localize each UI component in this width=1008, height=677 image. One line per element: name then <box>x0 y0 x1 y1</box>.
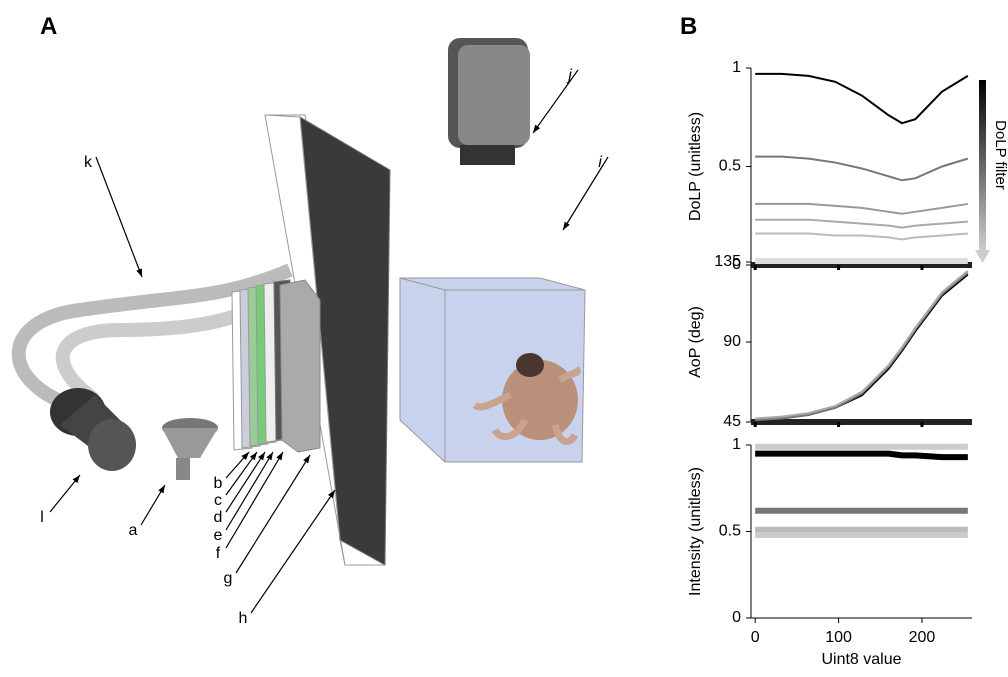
data-line <box>755 274 968 420</box>
data-line <box>755 157 968 181</box>
arrowhead <box>258 452 265 460</box>
arrowhead <box>563 222 570 230</box>
arrowhead <box>266 452 273 460</box>
pointer-arrow <box>226 452 265 512</box>
pointer-arrow <box>236 455 310 573</box>
y-tick-label: 0.5 <box>719 523 741 540</box>
bulb <box>162 418 218 480</box>
filter-label: DoLP filter <box>992 120 1008 190</box>
x-tick-label: 200 <box>909 629 936 646</box>
y-axis-label: AoP (deg) <box>687 306 704 378</box>
part-label: j <box>566 67 572 84</box>
data-line <box>755 454 968 457</box>
part-label: g <box>224 570 233 587</box>
figure: A B a bcdefg h i j k l DoLP filter 0 0.5 1 DoLP (… <box>0 0 1008 672</box>
filter-arrow <box>979 80 986 250</box>
data-line <box>755 204 968 214</box>
y-tick-label: 1 <box>732 59 741 76</box>
data-line <box>755 273 968 421</box>
y-axis-label: DoLP (unitless) <box>687 112 704 221</box>
data-line <box>755 220 968 228</box>
y-tick-label: 1 <box>732 436 741 453</box>
part-label: b <box>214 475 223 492</box>
pointer-arrow <box>96 157 142 277</box>
arrowhead <box>136 268 142 277</box>
y-tick-label: 0 <box>732 609 741 626</box>
y-axis-label: Intensity (unitless) <box>687 467 704 596</box>
part-label: e <box>214 527 223 544</box>
pointer-arrow <box>226 452 283 548</box>
y-tick-label: 0.5 <box>719 158 741 175</box>
pointer-arrow <box>251 490 335 613</box>
arrowhead <box>533 125 540 133</box>
data-line <box>755 233 968 239</box>
light-source <box>50 388 136 471</box>
tank <box>400 278 585 462</box>
arrowhead <box>276 452 283 460</box>
setup-diagram <box>19 38 585 565</box>
part-label: i <box>598 154 602 171</box>
y-tick-label: 90 <box>723 333 741 350</box>
panel-label: A <box>40 13 57 40</box>
part-label: c <box>214 492 222 509</box>
x-tick-label: 0 <box>751 629 760 646</box>
arrowhead <box>303 455 310 463</box>
part-label: d <box>214 509 223 526</box>
part-label: a <box>129 522 138 539</box>
y-tick-label: 135 <box>714 253 741 270</box>
data-line <box>755 74 968 123</box>
x-axis-label: Uint8 value <box>821 651 901 668</box>
part-label: k <box>84 154 93 171</box>
filter-arrowhead <box>975 250 990 263</box>
y-tick-label: 45 <box>723 413 741 430</box>
x-tick-label: 100 <box>825 629 852 646</box>
arrowhead <box>250 452 257 460</box>
arrowhead <box>158 485 165 493</box>
camera <box>448 38 530 165</box>
panel-label: B <box>680 13 697 40</box>
pointer-arrow <box>226 452 273 530</box>
part-label: l <box>40 509 44 526</box>
part-label: h <box>239 610 248 627</box>
part-label: f <box>216 545 221 562</box>
